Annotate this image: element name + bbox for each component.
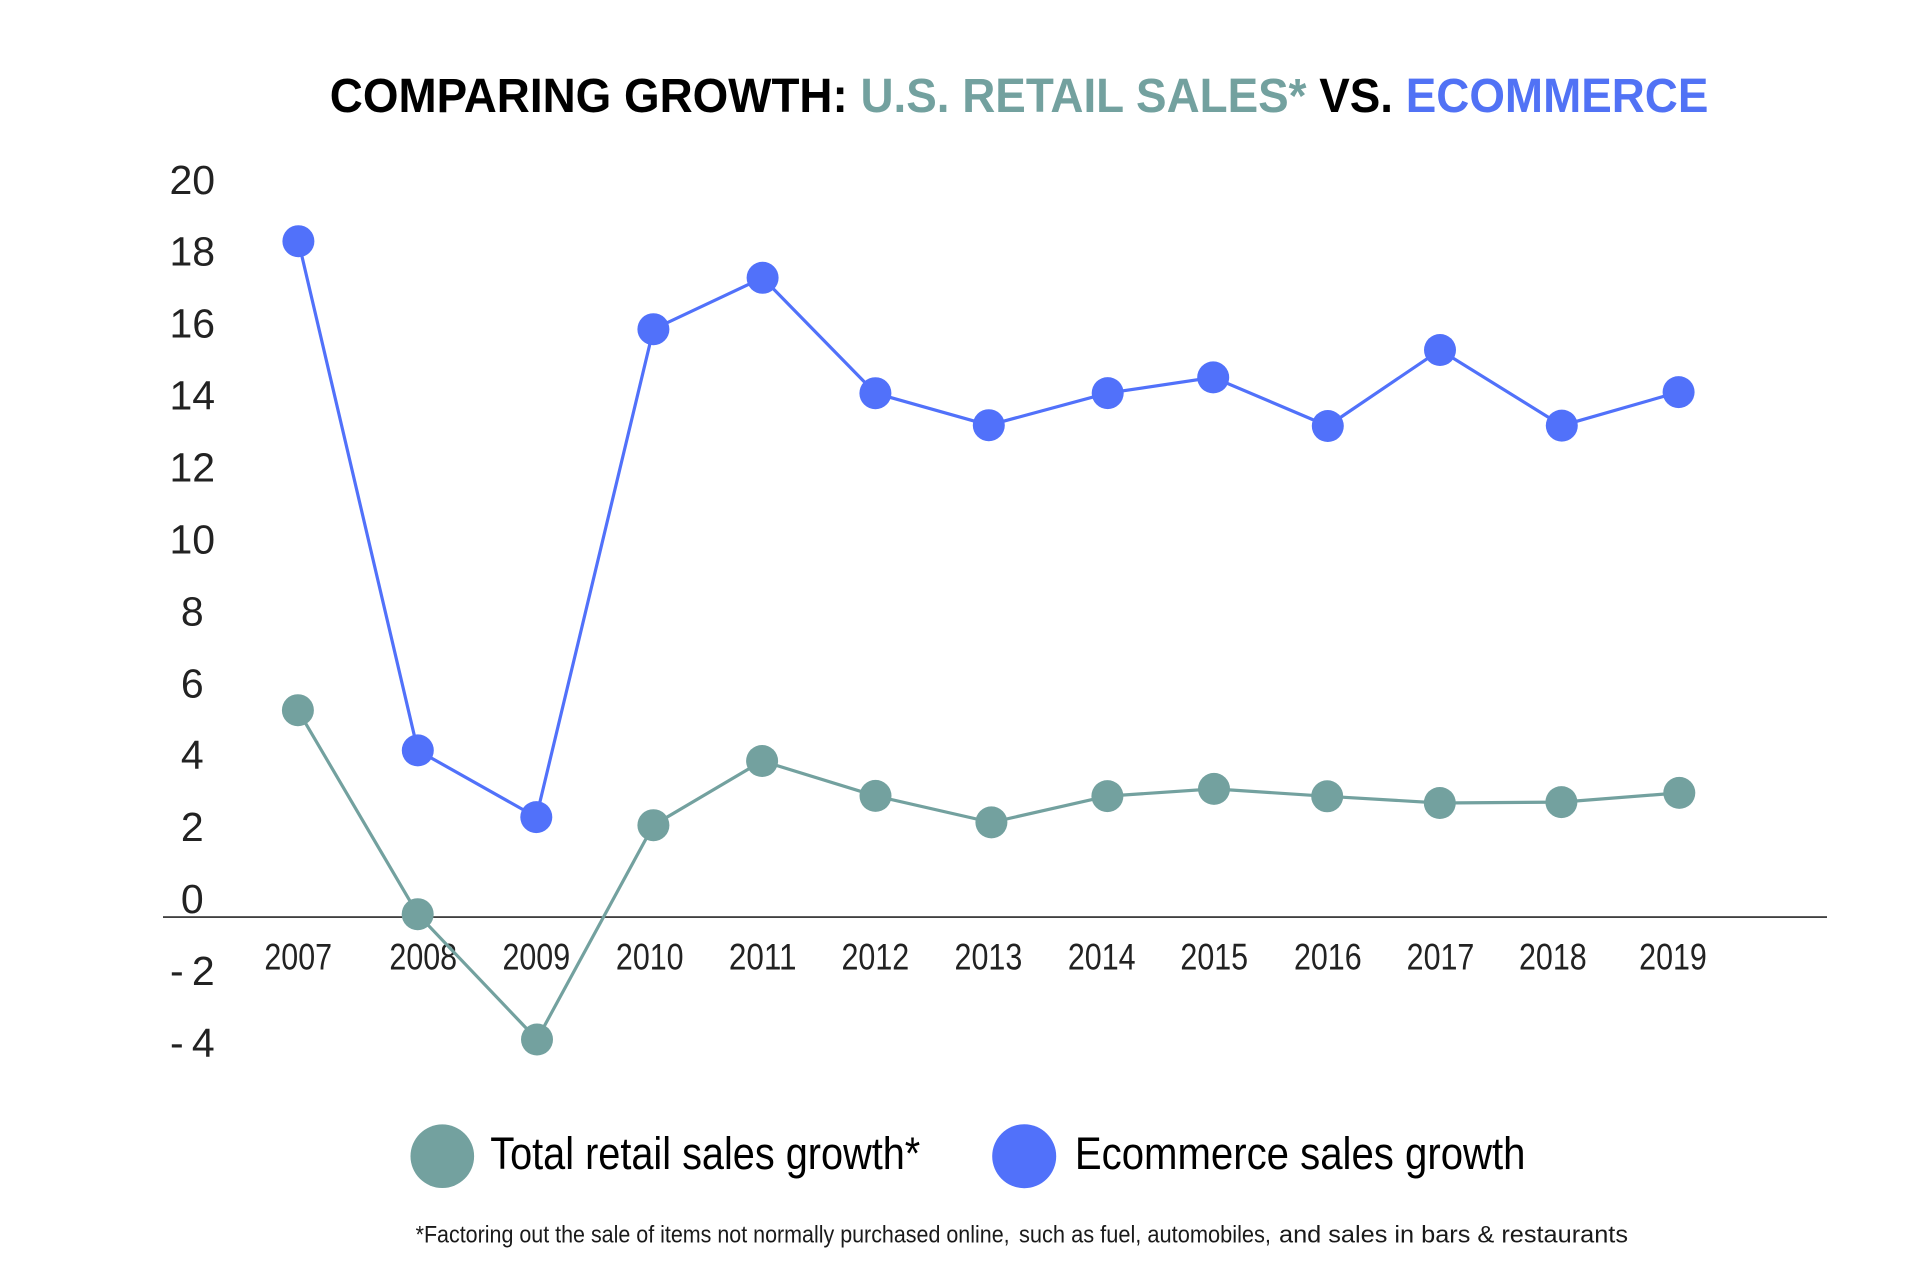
svg-text:4: 4 — [181, 732, 204, 778]
svg-text:16: 16 — [169, 301, 215, 347]
svg-text:- 2: - 2 — [170, 948, 215, 994]
svg-text:2013: 2013 — [955, 936, 1023, 977]
svg-text:2012: 2012 — [842, 936, 910, 977]
svg-text:2017: 2017 — [1407, 936, 1475, 977]
svg-text:such as fuel, automobiles,: such as fuel, automobiles, — [1019, 1221, 1271, 1248]
svg-text:2011: 2011 — [729, 936, 797, 977]
svg-text:2014: 2014 — [1068, 936, 1136, 977]
svg-text:2: 2 — [181, 804, 204, 850]
svg-text:- 4: - 4 — [170, 1020, 215, 1066]
svg-text:2010: 2010 — [616, 936, 684, 977]
svg-text:2015: 2015 — [1180, 936, 1248, 977]
svg-text:*Factoring out the sale of ite: *Factoring out the sale of items not nor… — [416, 1221, 1010, 1248]
svg-text:COMPARING GROWTH: U.S. RETAIL: COMPARING GROWTH: U.S. RETAIL SALES* VS.… — [330, 70, 1709, 123]
svg-text:2016: 2016 — [1294, 936, 1362, 977]
svg-text:12: 12 — [169, 445, 215, 491]
svg-text:18: 18 — [169, 229, 215, 275]
svg-text:2009: 2009 — [502, 936, 570, 977]
svg-text:10: 10 — [169, 516, 215, 562]
svg-text:Total retail sales growth*: Total retail sales growth* — [490, 1128, 920, 1179]
svg-text:2008: 2008 — [389, 936, 457, 977]
svg-text:2018: 2018 — [1519, 936, 1587, 977]
svg-text:2019: 2019 — [1639, 936, 1707, 977]
svg-text:and sales in bars & restaurant: and sales in bars & restaurants — [1279, 1221, 1628, 1248]
svg-text:2007: 2007 — [264, 936, 332, 977]
svg-text:6: 6 — [181, 660, 204, 706]
svg-text:20: 20 — [169, 157, 215, 203]
svg-text:14: 14 — [169, 373, 215, 419]
svg-text:0: 0 — [181, 876, 204, 922]
svg-text:8: 8 — [181, 588, 204, 634]
svg-text:Ecommerce sales growth: Ecommerce sales growth — [1075, 1128, 1526, 1179]
